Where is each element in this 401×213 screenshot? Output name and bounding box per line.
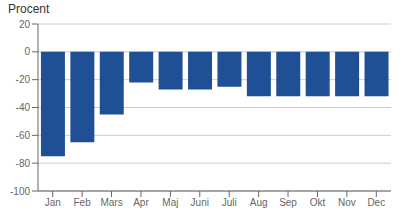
svg-text:Juni: Juni [191,197,209,208]
svg-text:Jan: Jan [45,197,61,208]
svg-text:-60: -60 [16,130,31,141]
svg-text:Okt: Okt [310,197,326,208]
svg-text:-40: -40 [16,102,31,113]
svg-text:Dec: Dec [367,197,385,208]
svg-text:-100: -100 [10,186,30,197]
svg-text:-80: -80 [16,158,31,169]
svg-text:Juli: Juli [222,197,237,208]
svg-text:Nov: Nov [338,197,356,208]
svg-text:Aug: Aug [250,197,268,208]
svg-text:-20: -20 [16,74,31,85]
svg-text:0: 0 [24,46,30,57]
svg-text:Mars: Mars [100,197,122,208]
svg-text:Apr: Apr [133,197,149,208]
svg-text:Feb: Feb [74,197,92,208]
svg-text:Sep: Sep [279,197,297,208]
html-text:Procent: Procent [8,2,50,16]
svg-text:Maj: Maj [162,197,178,208]
svg-text:20: 20 [19,19,31,30]
